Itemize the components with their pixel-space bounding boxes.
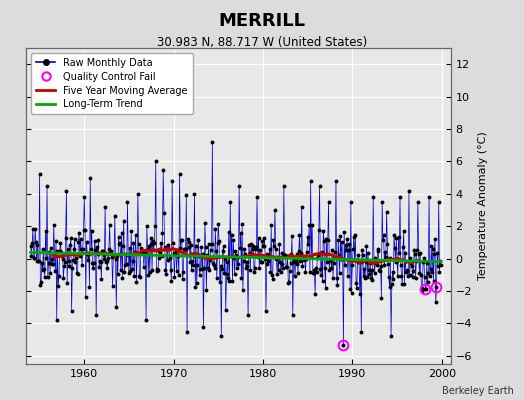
Text: Berkeley Earth: Berkeley Earth [442,386,514,396]
Text: 30.983 N, 88.717 W (United States): 30.983 N, 88.717 W (United States) [157,36,367,49]
Legend: Raw Monthly Data, Quality Control Fail, Five Year Moving Average, Long-Term Tren: Raw Monthly Data, Quality Control Fail, … [31,53,192,114]
Text: MERRILL: MERRILL [219,12,305,30]
Y-axis label: Temperature Anomaly (°C): Temperature Anomaly (°C) [477,132,487,280]
